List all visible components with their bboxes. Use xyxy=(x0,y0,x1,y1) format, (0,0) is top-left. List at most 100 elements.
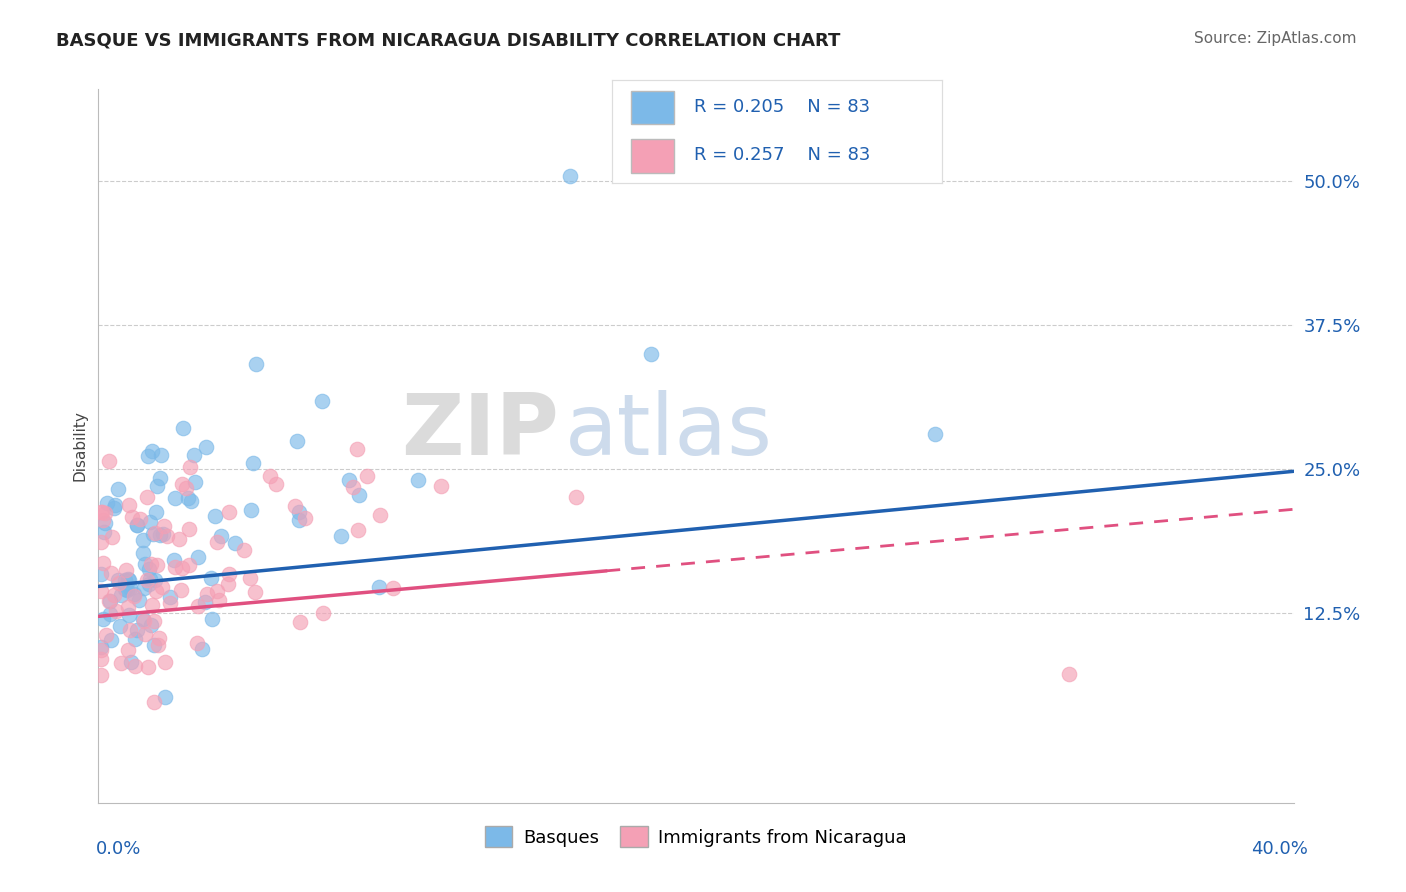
Point xyxy=(337,473,360,487)
Text: ZIP: ZIP xyxy=(401,390,558,474)
Point xyxy=(142,527,165,541)
Y-axis label: Disability: Disability xyxy=(72,410,87,482)
Point xyxy=(135,490,157,504)
Point xyxy=(429,479,451,493)
Point xyxy=(259,469,281,483)
Point xyxy=(330,529,353,543)
Point xyxy=(200,572,222,586)
Point xyxy=(924,427,946,442)
Point xyxy=(93,513,115,527)
Point xyxy=(180,494,202,508)
Point xyxy=(132,612,155,626)
Point xyxy=(152,526,174,541)
Point xyxy=(209,529,232,543)
Point xyxy=(118,608,141,623)
Point xyxy=(90,640,112,654)
Point xyxy=(370,508,392,522)
Point xyxy=(242,456,264,470)
Point xyxy=(145,479,167,493)
Point xyxy=(346,523,368,537)
Point xyxy=(127,517,149,532)
Point xyxy=(346,442,368,457)
Point xyxy=(90,652,112,666)
Point xyxy=(284,499,307,513)
Point xyxy=(90,584,112,599)
Point xyxy=(139,572,162,586)
Point xyxy=(406,473,429,487)
Point xyxy=(195,587,218,601)
Point xyxy=(150,580,173,594)
Point xyxy=(132,533,155,547)
Text: 40.0%: 40.0% xyxy=(1251,840,1308,858)
Point xyxy=(156,529,179,543)
Point xyxy=(356,468,378,483)
Point xyxy=(120,656,142,670)
Text: BASQUE VS IMMIGRANTS FROM NICARAGUA DISABILITY CORRELATION CHART: BASQUE VS IMMIGRANTS FROM NICARAGUA DISA… xyxy=(56,31,841,49)
Point xyxy=(124,632,146,647)
Point xyxy=(110,619,132,633)
Point xyxy=(205,584,228,599)
Point xyxy=(170,560,193,574)
Point xyxy=(93,525,115,540)
Point xyxy=(149,448,172,462)
Point xyxy=(288,513,311,527)
Point xyxy=(138,561,160,575)
Point xyxy=(141,443,163,458)
Point xyxy=(224,536,246,550)
Point xyxy=(145,505,167,519)
Point xyxy=(114,582,136,597)
FancyBboxPatch shape xyxy=(631,91,675,124)
Point xyxy=(127,623,149,637)
Point xyxy=(218,567,240,582)
Point xyxy=(149,528,172,542)
Point xyxy=(100,632,122,647)
Text: R = 0.205    N = 83: R = 0.205 N = 83 xyxy=(695,98,870,116)
Point xyxy=(129,512,152,526)
Point xyxy=(170,477,193,491)
Point xyxy=(107,482,129,496)
Point xyxy=(139,557,162,571)
Point xyxy=(138,576,160,591)
Point xyxy=(640,347,662,361)
Point xyxy=(139,515,162,529)
Point xyxy=(191,642,214,657)
Point xyxy=(288,504,311,518)
Point xyxy=(124,658,146,673)
Point xyxy=(347,487,370,501)
Point xyxy=(194,595,217,609)
Point xyxy=(100,594,122,608)
Text: 0.0%: 0.0% xyxy=(96,840,141,858)
Point xyxy=(118,499,141,513)
Point xyxy=(177,491,200,505)
Point xyxy=(146,558,169,573)
Point xyxy=(98,607,121,621)
Point xyxy=(367,580,389,594)
Point xyxy=(159,590,181,604)
Point xyxy=(120,623,142,637)
Point xyxy=(187,550,209,565)
Point xyxy=(179,558,201,573)
Point xyxy=(110,656,132,670)
Point xyxy=(148,631,170,645)
Point xyxy=(114,563,136,577)
Point xyxy=(186,636,208,650)
Point xyxy=(201,612,224,626)
Point xyxy=(91,612,114,626)
Point xyxy=(118,581,141,595)
Point xyxy=(312,606,335,620)
Point xyxy=(560,169,582,183)
Point xyxy=(565,490,588,504)
Point xyxy=(239,571,262,585)
Point xyxy=(153,655,176,669)
Point xyxy=(204,509,226,524)
Point xyxy=(136,660,159,674)
Point xyxy=(205,535,228,549)
Point xyxy=(142,614,165,628)
Point xyxy=(128,592,150,607)
Point xyxy=(217,577,239,591)
Point xyxy=(90,534,112,549)
Text: Source: ZipAtlas.com: Source: ZipAtlas.com xyxy=(1194,31,1357,46)
Point xyxy=(134,614,156,628)
Point xyxy=(96,628,118,642)
Point xyxy=(187,599,209,614)
